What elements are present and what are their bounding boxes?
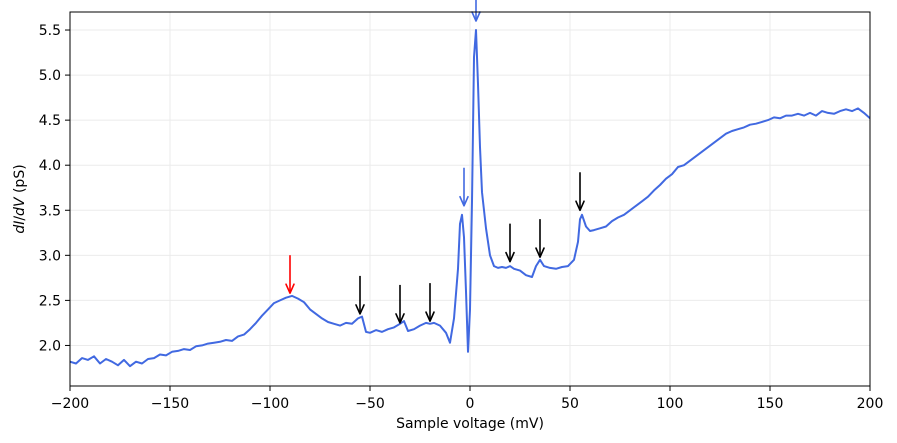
series-line xyxy=(70,29,870,368)
y-tick-label: 2.0 xyxy=(39,338,61,354)
x-tick-label: 0 xyxy=(466,396,475,412)
annotations xyxy=(285,0,585,324)
y-axis-label-part: dV xyxy=(12,196,28,216)
y-tick-label: 5.5 xyxy=(39,23,61,39)
x-tick-label: 100 xyxy=(657,396,684,412)
arrow-annotation xyxy=(535,219,545,258)
x-tick-label: −200 xyxy=(51,396,89,412)
x-tick-label: −50 xyxy=(355,396,385,412)
y-axis: 2.0 2.5 3.0 3.5 4.0 4.5 5.0 5.5 xyxy=(39,23,70,354)
y-axis-label-part: dI xyxy=(12,221,28,234)
arrow-annotation xyxy=(471,0,481,22)
arrow-annotation xyxy=(285,255,295,294)
y-tick-label: 2.5 xyxy=(39,293,61,309)
y-axis-label-part: / xyxy=(12,216,28,221)
arrow-annotation xyxy=(355,275,365,315)
arrow-annotation xyxy=(425,283,435,322)
x-tick-label: 200 xyxy=(857,396,884,412)
arrow-annotation xyxy=(505,223,515,263)
y-tick-label: 5.0 xyxy=(39,68,61,84)
grid xyxy=(69,12,871,386)
y-tick-label: 4.0 xyxy=(39,158,61,174)
y-tick-label: 4.5 xyxy=(39,113,61,129)
arrow-annotation xyxy=(395,284,405,324)
x-tick-label: 50 xyxy=(561,396,579,412)
x-tick-label: 150 xyxy=(757,396,784,412)
x-tick-label: −150 xyxy=(151,396,189,412)
x-axis: −200 −150 −100 −50 0 50 100 150 200 xyxy=(51,386,884,412)
x-tick-label: −100 xyxy=(251,396,289,412)
y-tick-label: 3.5 xyxy=(39,203,61,219)
plot-area xyxy=(70,29,870,368)
y-tick-label: 3.0 xyxy=(39,248,61,264)
x-axis-label: Sample voltage (mV) xyxy=(396,416,544,432)
arrow-annotation xyxy=(459,167,469,207)
y-axis-label: dI/dV (pS) xyxy=(12,164,28,233)
y-axis-label-part: (pS) xyxy=(12,164,28,197)
arrow-annotation xyxy=(575,172,585,212)
